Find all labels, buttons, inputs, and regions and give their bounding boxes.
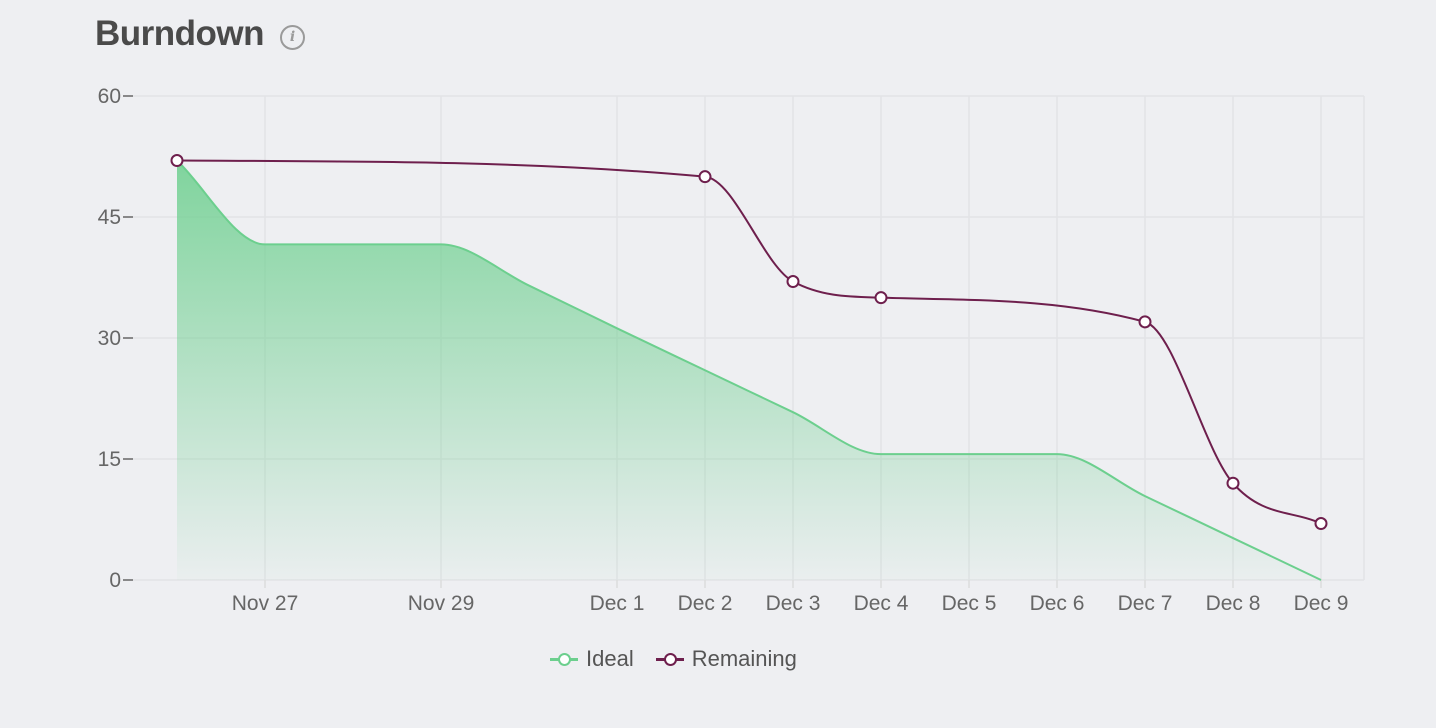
- remaining-point[interactable]: [1314, 517, 1328, 531]
- legend-label-ideal: Ideal: [586, 646, 634, 671]
- remaining-point[interactable]: [786, 275, 800, 289]
- x-tick-label: Dec 1: [590, 592, 645, 615]
- x-tick-label: Dec 2: [678, 592, 733, 615]
- ideal-legend-swatch: [550, 652, 578, 666]
- y-tick-label: 15: [98, 448, 121, 471]
- y-tick-label: 30: [98, 327, 121, 350]
- legend-item-remaining[interactable]: Remaining: [655, 646, 797, 672]
- axes: 0 15 30 45 60 Nov 27 Nov 29 Dec 1 Dec 2 Dec 3 Dec …: [98, 85, 1349, 615]
- x-tick-label: Dec 4: [854, 592, 909, 615]
- remaining-point[interactable]: [170, 154, 184, 168]
- remaining-point[interactable]: [874, 291, 888, 305]
- y-tick-label: 60: [98, 85, 121, 108]
- y-tick-label: 45: [98, 206, 121, 229]
- x-tick-label: Dec 5: [942, 592, 997, 615]
- remaining-point[interactable]: [1138, 315, 1152, 329]
- x-tick-label: Dec 6: [1030, 592, 1085, 615]
- chart-title: Burndown: [95, 14, 265, 53]
- remaining-point[interactable]: [698, 170, 712, 184]
- legend-item-ideal[interactable]: Ideal: [550, 646, 634, 672]
- info-icon[interactable]: i: [280, 24, 306, 50]
- x-tick-label: Dec 3: [766, 592, 821, 615]
- x-tick-label: Dec 7: [1118, 592, 1173, 615]
- ideal-line: [176, 159, 1322, 581]
- x-tick-label: Nov 27: [232, 592, 299, 615]
- x-tick-label: Dec 8: [1206, 592, 1261, 615]
- remaining-point[interactable]: [1226, 476, 1240, 490]
- legend: Ideal Remaining: [550, 646, 797, 672]
- x-tick-label: Dec 9: [1294, 592, 1349, 615]
- x-tick-label: Nov 29: [408, 592, 475, 615]
- remaining-legend-swatch: [655, 652, 684, 666]
- ideal-area: [177, 160, 1321, 581]
- legend-label-remaining: Remaining: [691, 646, 797, 671]
- series: [170, 154, 1328, 581]
- chart-header: Burndown i: [95, 14, 306, 54]
- y-tick-label: 0: [109, 569, 121, 592]
